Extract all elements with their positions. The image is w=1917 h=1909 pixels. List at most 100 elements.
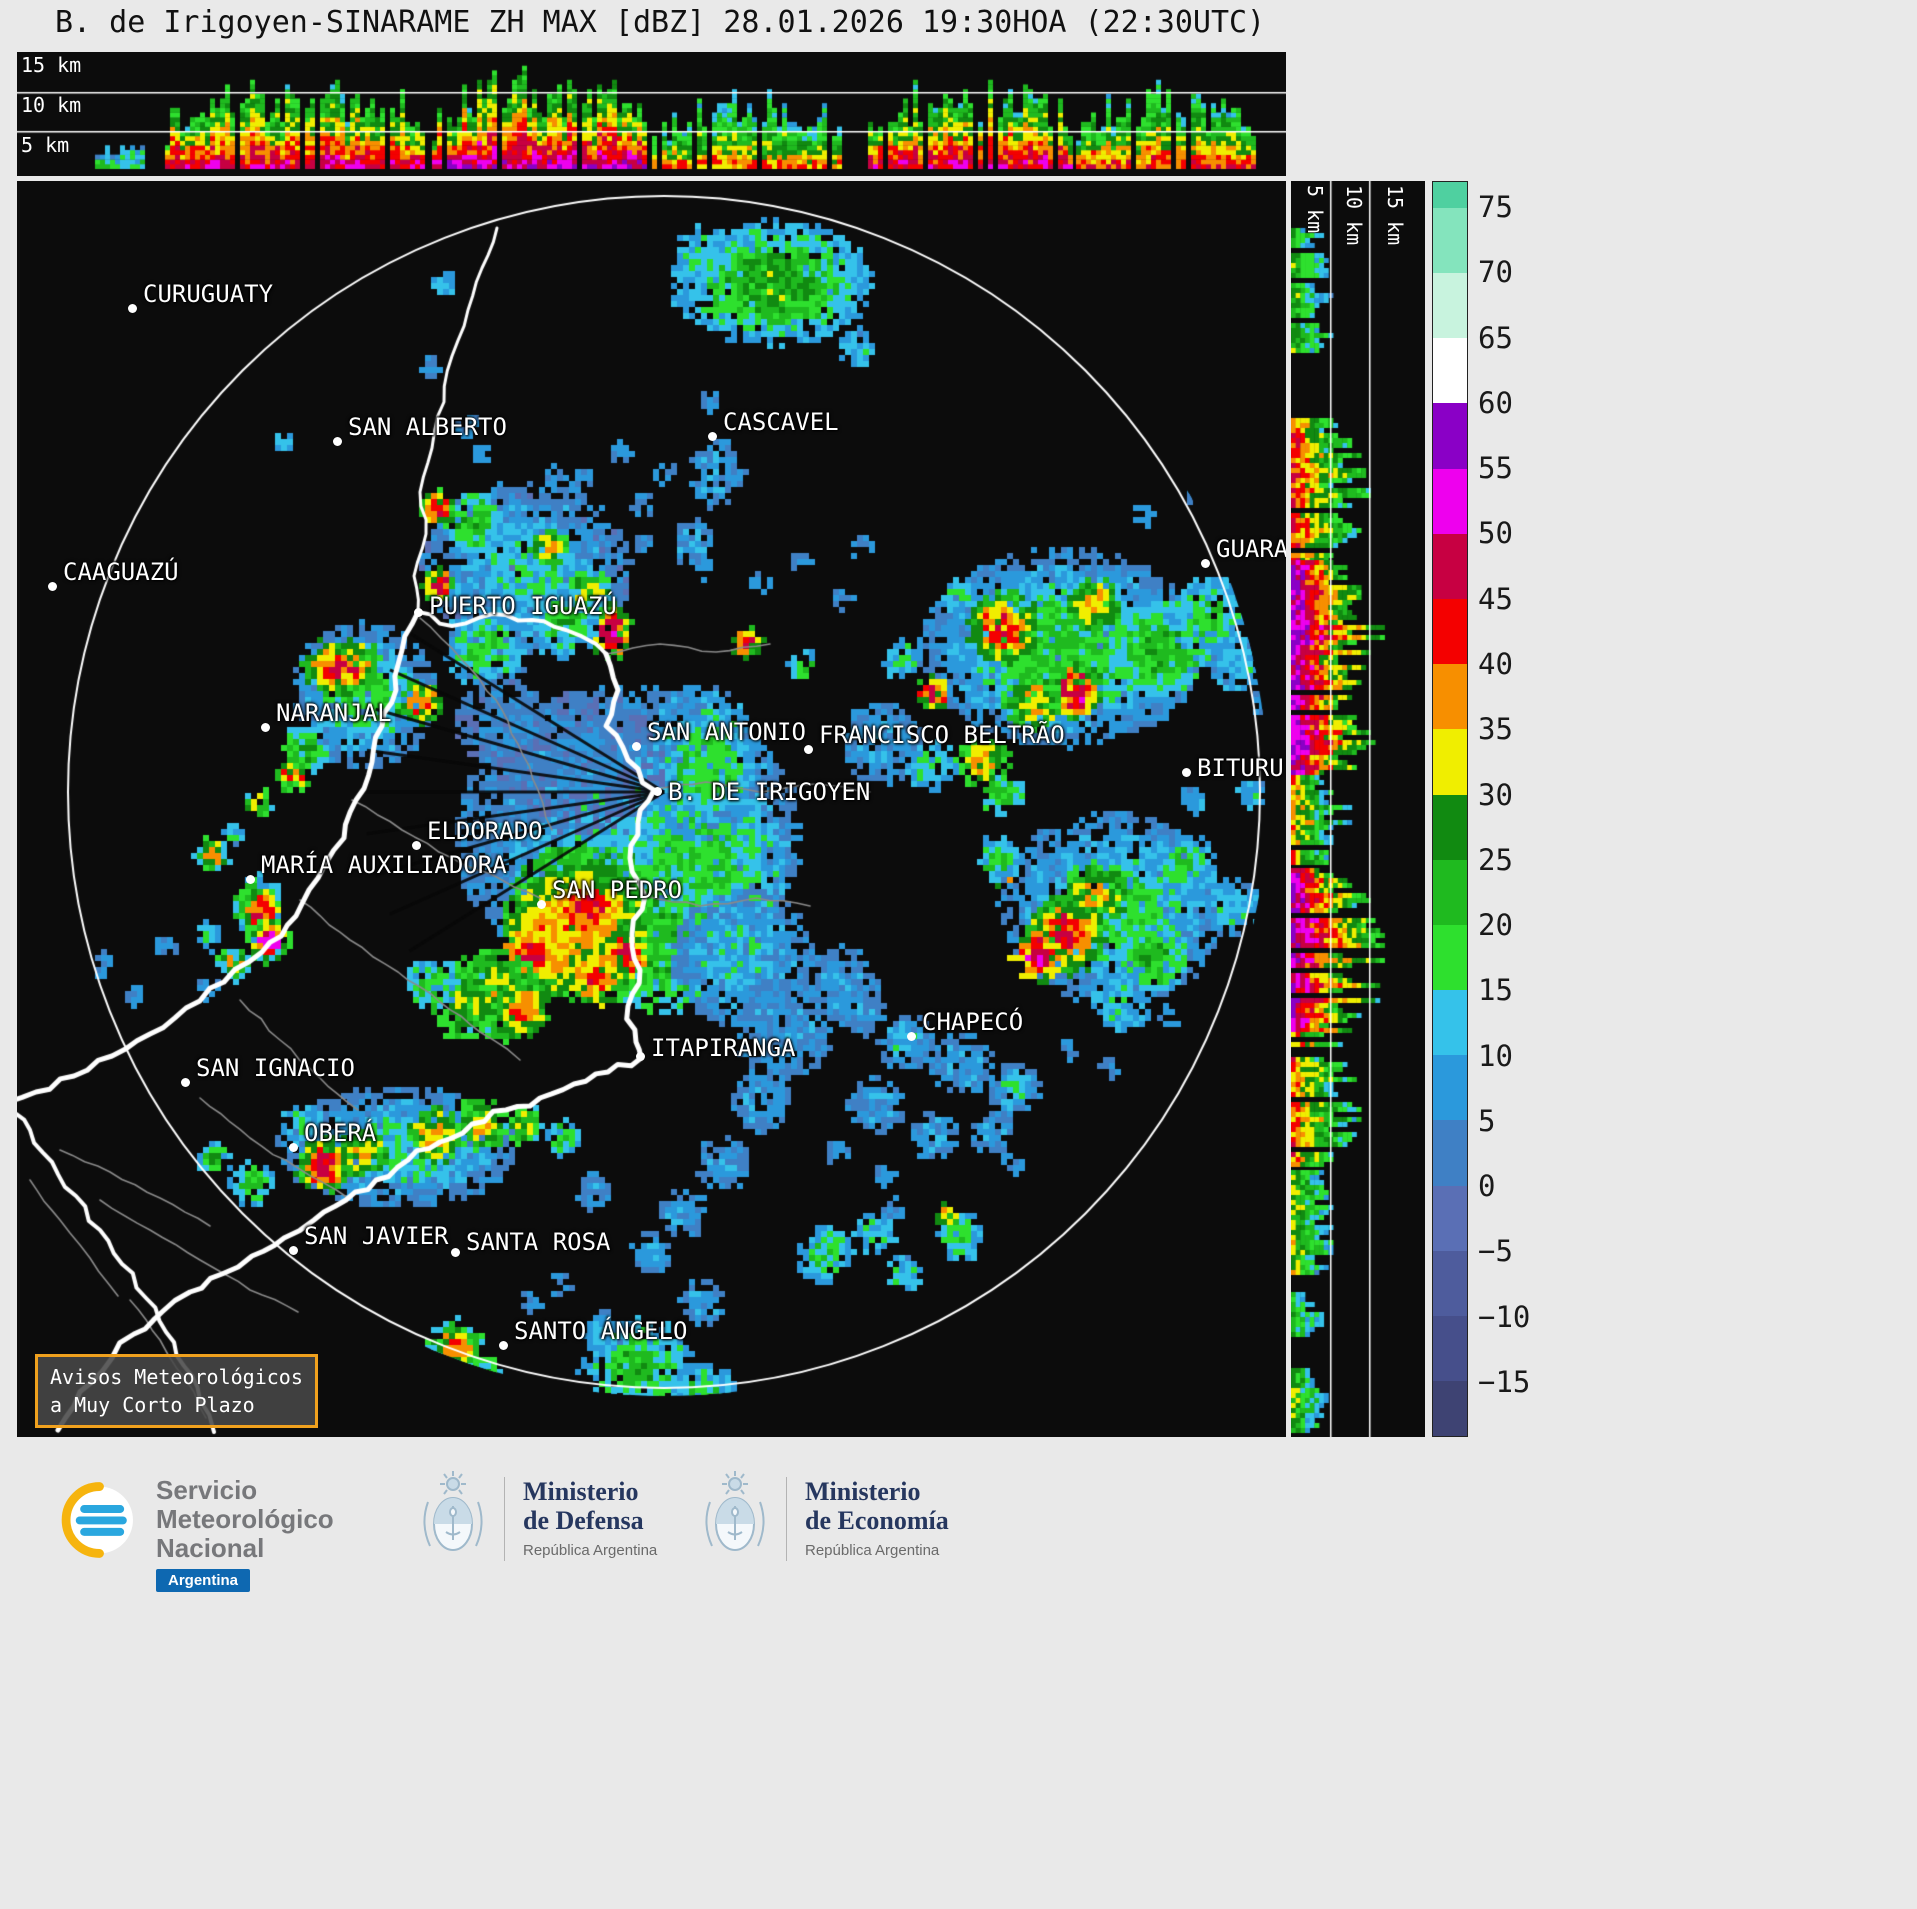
colorbar-segment	[1433, 468, 1467, 534]
defensa-subtitle: República Argentina	[523, 1541, 658, 1559]
colorbar-segment	[1433, 1250, 1467, 1316]
city-dot	[1201, 559, 1210, 568]
colorbar-tick: 5	[1478, 1103, 1496, 1138]
colorbar-tick: 35	[1478, 712, 1513, 747]
colorbar-segment	[1433, 182, 1467, 208]
colorbar-tick: 70	[1478, 255, 1513, 290]
city-dot	[289, 1143, 298, 1152]
city-dot	[804, 745, 813, 754]
city-markers-layer: CURUGUATY SAN ALBERTO CASCAVEL CAAGUAZÚ PUER…	[17, 181, 1286, 1437]
city-label: ITAPIRANGA	[651, 1034, 796, 1062]
footer: Servicio Meteorológico Nacional Argentin…	[0, 1460, 1917, 1909]
city-label: SAN ANTONIO	[647, 718, 806, 746]
colorbar-segment	[1433, 599, 1467, 665]
city-label: SAN IGNACIO	[196, 1054, 355, 1082]
city-label: MARÍA AUXILIADORA	[261, 851, 507, 879]
smn-name-line-2: Meteorológico	[156, 1504, 334, 1535]
colorbar-tick: 40	[1478, 646, 1513, 681]
logo-divider	[786, 1476, 787, 1561]
economia-subtitle: República Argentina	[805, 1541, 940, 1559]
main-radar-canvas	[17, 181, 1286, 1437]
right-axis-label-10km: 10 km	[1342, 185, 1366, 246]
top-axis-label-15km: 15 km	[21, 53, 82, 77]
top-profile-canvas	[17, 52, 1286, 176]
city-dot	[246, 875, 255, 884]
colorbar-tick: 60	[1478, 385, 1513, 420]
city-label: ELDORADO	[427, 817, 543, 845]
city-label: SAN PEDRO	[552, 876, 683, 904]
colorbar-tick: −5	[1478, 1234, 1513, 1269]
smn-logo: Servicio Meteorológico Nacional Argentin…	[52, 1475, 334, 1593]
main-radar-panel: CURUGUATY SAN ALBERTO CASCAVEL CAAGUAZÚ PUER…	[17, 181, 1286, 1437]
warning-line-1: Avisos Meteorológicos	[50, 1365, 303, 1389]
city-label: B. DE IRIGOYEN	[668, 778, 871, 806]
city-label: SAN JAVIER	[304, 1222, 449, 1250]
city-label: CASCAVEL	[723, 408, 839, 436]
colorbar-tick: 45	[1478, 581, 1513, 616]
colorbar-tick: 55	[1478, 451, 1513, 486]
smn-country-chip: Argentina	[156, 1569, 251, 1593]
colorbar-segment	[1433, 1315, 1467, 1382]
colorbar-tick: 75	[1478, 190, 1513, 224]
defensa-title-line-2: de Defensa	[523, 1506, 644, 1535]
economia-title-line-2: de Economía	[805, 1506, 949, 1535]
city-dot	[499, 1341, 508, 1350]
city-dot	[412, 841, 421, 850]
city-label: SANTO ÁNGELO	[514, 1317, 688, 1345]
colorbar-segment	[1433, 794, 1467, 860]
colorbar-segment	[1433, 1185, 1467, 1251]
colorbar-tick: 50	[1478, 516, 1513, 551]
defensa-title-line-1: Ministerio	[523, 1477, 639, 1507]
city-dot	[632, 742, 641, 751]
colorbar-segment	[1433, 403, 1467, 469]
colorbar-segment	[1433, 1381, 1467, 1436]
coat-of-arms-icon	[702, 1470, 768, 1567]
colorbar	[1432, 181, 1468, 1437]
colorbar-ticks: 75 70 65 60 55 50 45 40 35 30 25 20 15 10 5 0 −5 −10 −15	[1478, 181, 1578, 1437]
city-label: SANTA ROSA	[466, 1228, 611, 1256]
city-label: NARANJAL	[276, 699, 392, 727]
city-label: SAN ALBERTO	[348, 413, 507, 441]
top-profile-panel: 15 km 10 km 5 km	[17, 52, 1286, 176]
coat-of-arms-icon	[420, 1470, 486, 1567]
colorbar-tick: 15	[1478, 973, 1513, 1008]
colorbar-tick: 10	[1478, 1038, 1513, 1073]
city-dot	[181, 1078, 190, 1087]
smn-name-line-1: Servicio	[156, 1475, 258, 1505]
city-label: PUERTO IGUAZÚ	[429, 592, 617, 620]
city-label: BITURU	[1197, 754, 1284, 782]
city-dot	[636, 1052, 645, 1061]
colorbar-tick: 25	[1478, 842, 1513, 877]
colorbar-tick: 30	[1478, 777, 1513, 812]
city-dot	[451, 1248, 460, 1257]
colorbar-tick: 0	[1478, 1169, 1496, 1204]
colorbar-segment	[1433, 990, 1467, 1056]
city-dot	[1182, 768, 1191, 777]
city-dot	[48, 582, 57, 591]
ministerio-economia-logo: Ministerio de Economía República Argenti…	[702, 1470, 949, 1567]
right-axis-label-15km: 15 km	[1383, 185, 1407, 246]
economia-title-line-1: Ministerio	[805, 1477, 921, 1507]
city-label: CHAPECÓ	[922, 1008, 1024, 1036]
colorbar-segment	[1433, 924, 1467, 991]
right-profile-panel: 5 km 10 km 15 km	[1291, 181, 1425, 1437]
right-profile-canvas	[1291, 181, 1425, 1437]
city-label: OBERÁ	[304, 1119, 377, 1147]
colorbar-segment	[1433, 207, 1467, 274]
colorbar-tick: 65	[1478, 320, 1513, 355]
logo-divider	[504, 1476, 505, 1561]
smn-name-line-3: Nacional	[156, 1533, 265, 1564]
colorbar-segment	[1433, 1055, 1467, 1121]
city-dot	[128, 304, 137, 313]
city-label: CAAGUAZÚ	[63, 558, 179, 586]
smn-globe-icon	[52, 1476, 140, 1569]
city-dot	[414, 608, 423, 617]
colorbar-segment	[1433, 533, 1467, 599]
top-axis-label-10km: 10 km	[21, 93, 82, 117]
city-dot	[653, 787, 662, 796]
warning-box: Avisos Meteorológicos a Muy Corto Plazo	[35, 1354, 318, 1428]
colorbar-segment	[1433, 338, 1467, 404]
right-axis-label-5km: 5 km	[1303, 185, 1327, 234]
page-title: B. de Irigoyen-SINARAME ZH MAX [dBZ] 28.…	[55, 5, 1266, 40]
